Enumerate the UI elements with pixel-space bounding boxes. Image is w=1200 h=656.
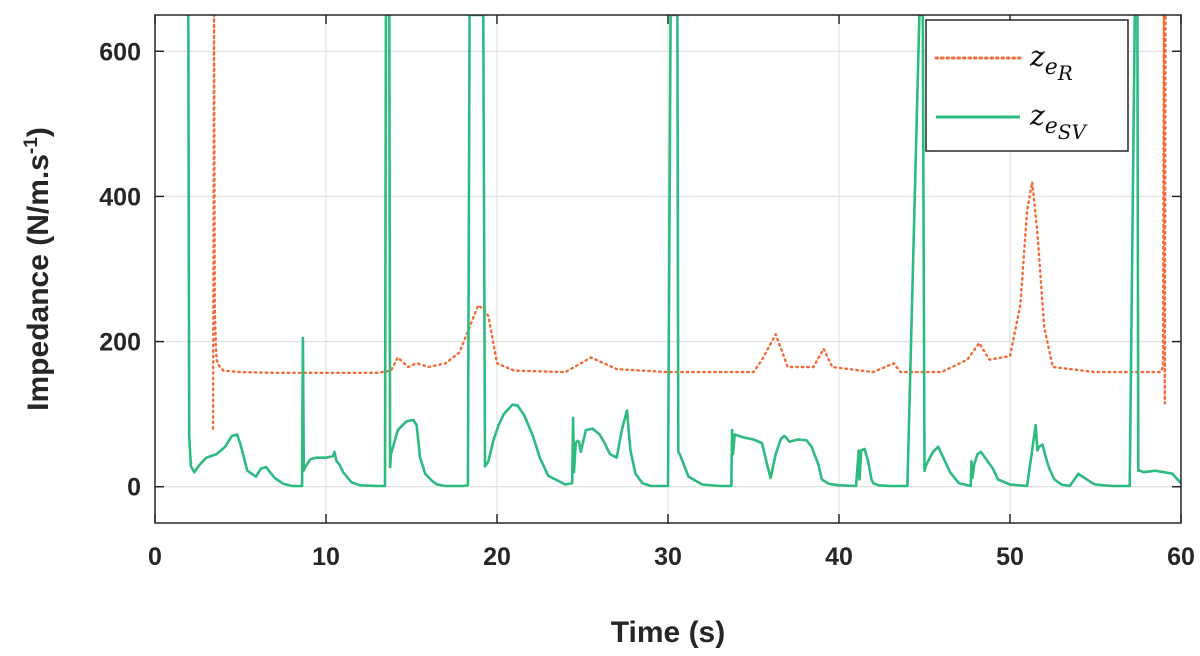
y-tick-label: 200 xyxy=(99,329,141,357)
legend: zeR zeSV xyxy=(925,19,1129,152)
series-line-z-e-sv xyxy=(186,15,1181,488)
x-tick-label: 40 xyxy=(825,543,853,571)
x-tick-label: 20 xyxy=(483,543,511,571)
x-tick-label: 50 xyxy=(996,543,1024,571)
y-tick-label: 600 xyxy=(99,38,141,66)
legend-box xyxy=(925,19,1129,152)
y-tick-label: 400 xyxy=(99,183,141,211)
x-tick-label: 10 xyxy=(312,543,340,571)
ticks xyxy=(154,15,1182,523)
x-tick-label: 0 xyxy=(148,543,162,571)
y-axis-title: Impedance (N/m.s-1) xyxy=(21,127,55,411)
legend-label-z-e-r: zeR xyxy=(1029,40,1073,85)
x-tick-label: 30 xyxy=(654,543,682,571)
y-axis-title-main: Impedance (N/m.s xyxy=(22,154,55,411)
y-tick-label: 0 xyxy=(127,474,141,502)
y-axis-title-close: ) xyxy=(22,127,55,137)
legend-label-z-e-sv: zeSV xyxy=(1029,99,1088,144)
x-tick-label: 60 xyxy=(1167,543,1195,571)
y-axis-title-sup: -1 xyxy=(21,137,42,154)
series-line-z-e-r xyxy=(211,15,1169,430)
series-layer xyxy=(186,15,1181,488)
x-axis-title: Time (s) xyxy=(611,616,725,649)
